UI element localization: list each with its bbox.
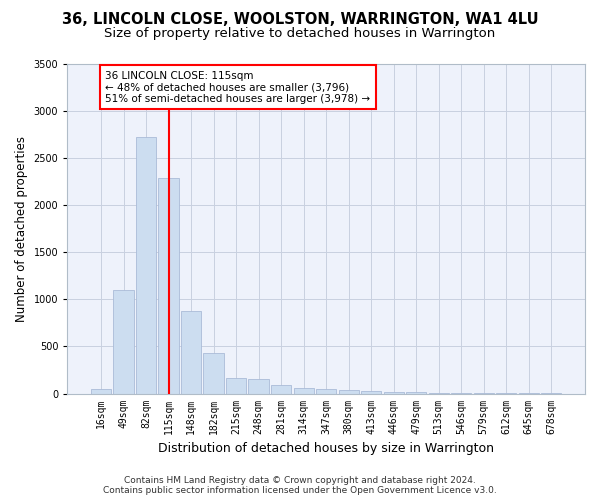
Text: 36 LINCOLN CLOSE: 115sqm
← 48% of detached houses are smaller (3,796)
51% of sem: 36 LINCOLN CLOSE: 115sqm ← 48% of detach… [106, 70, 371, 104]
Bar [361, 391, 382, 394]
Text: Contains HM Land Registry data © Crown copyright and database right 2024.
Contai: Contains HM Land Registry data © Crown c… [103, 476, 497, 495]
Bar [113, 290, 134, 394]
Bar [316, 390, 336, 394]
Bar [226, 378, 246, 394]
Bar [451, 393, 472, 394]
Bar [293, 388, 314, 394]
Bar [248, 379, 269, 394]
Bar [181, 310, 201, 394]
Bar [406, 392, 427, 394]
Bar [136, 136, 156, 394]
Bar [91, 390, 111, 394]
Bar [428, 393, 449, 394]
Y-axis label: Number of detached properties: Number of detached properties [15, 136, 28, 322]
Text: Size of property relative to detached houses in Warrington: Size of property relative to detached ho… [104, 28, 496, 40]
Text: 36, LINCOLN CLOSE, WOOLSTON, WARRINGTON, WA1 4LU: 36, LINCOLN CLOSE, WOOLSTON, WARRINGTON,… [62, 12, 538, 28]
X-axis label: Distribution of detached houses by size in Warrington: Distribution of detached houses by size … [158, 442, 494, 455]
Bar [203, 353, 224, 394]
Bar [271, 385, 291, 394]
Bar [338, 390, 359, 394]
Bar [158, 178, 179, 394]
Bar [383, 392, 404, 394]
